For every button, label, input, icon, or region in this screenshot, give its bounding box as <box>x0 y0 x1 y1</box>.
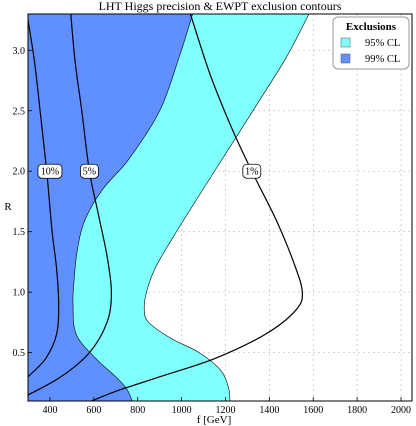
contour-labels: 10% 5% 1% <box>37 163 262 179</box>
x-tick-label-6: 1600 <box>303 405 323 416</box>
legend-label-95: 95% CL <box>365 38 400 49</box>
region-99-cl <box>28 14 193 401</box>
chart-title: LHT Higgs precision & EWPT exclusion con… <box>99 0 342 13</box>
x-tick-label-2: 800 <box>130 405 145 416</box>
contour-label-box-2 <box>242 163 262 179</box>
contour-line-0 <box>28 19 60 378</box>
x-tick-label-7: 1800 <box>347 405 367 416</box>
contour-label-0: 10% <box>41 167 59 178</box>
y-tick-label-2: 1.5 <box>13 227 26 238</box>
legend-swatch-95 <box>340 37 351 48</box>
axis-ticks: 400 600 800 1000 1200 1400 1600 1800 2000 0.5 1.0 1… <box>13 46 412 416</box>
exclusion-regions <box>28 14 310 401</box>
contour-label-2: 1% <box>245 167 258 178</box>
y-tick-label-0: 0.5 <box>13 348 26 359</box>
x-tick-label-0: 400 <box>42 405 57 416</box>
x-tick-label-5: 1400 <box>259 405 279 416</box>
contour-label-box-0 <box>37 163 63 179</box>
contour-line-1 <box>28 14 113 396</box>
x-axis-label: f [GeV] <box>197 414 232 426</box>
legend-box <box>332 16 410 70</box>
legend-swatch-99 <box>340 53 351 64</box>
plot-frame <box>27 13 413 402</box>
legend-title: Exclusions <box>346 21 397 33</box>
x-tick-label-3: 1000 <box>172 405 192 416</box>
x-tick-label-4: 1200 <box>215 405 235 416</box>
y-axis-label: R <box>4 201 12 213</box>
y-tick-label-3: 2.0 <box>13 167 26 178</box>
x-tick-label-8: 2000 <box>391 405 411 416</box>
y-tick-label-1: 1.0 <box>13 288 26 299</box>
y-tick-label-4: 2.5 <box>13 106 26 117</box>
legend: Exclusions 95% CL 99% CL <box>332 16 410 70</box>
contour-label-box-1 <box>80 163 99 179</box>
legend-label-99: 99% CL <box>365 54 400 65</box>
x-tick-label-1: 600 <box>86 405 101 416</box>
contour-line-2 <box>91 14 303 401</box>
contour-label-1: 5% <box>83 167 96 178</box>
y-tick-label-5: 3.0 <box>13 46 26 57</box>
contours <box>28 14 303 401</box>
